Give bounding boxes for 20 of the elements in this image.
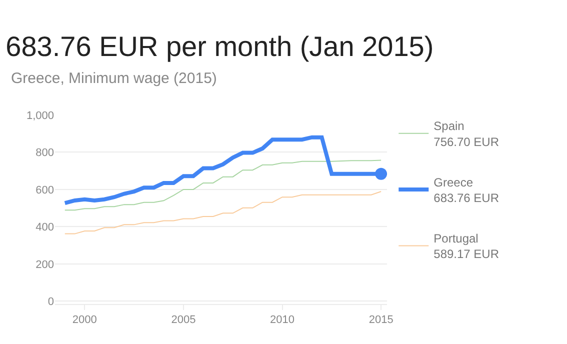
line-series — [64, 160, 382, 211]
y-tick-label: 600 — [36, 184, 54, 196]
y-tick-label: 0 — [48, 296, 54, 308]
text: 683.76 EUR — [434, 191, 500, 205]
text: 589.17 EUR — [434, 247, 500, 262]
y-tick-label: 1,000 — [26, 110, 54, 122]
y-tick-label: 400 — [36, 222, 54, 234]
x-tick-label: 2010 — [270, 314, 294, 326]
chart-subtitle: Greece, Minimum wage (2015) — [11, 70, 217, 87]
chart-title: 683.76 EUR per month (Jan 2015) — [6, 31, 434, 62]
x-tick-label: 2005 — [171, 314, 196, 326]
legend-label: Portugal — [434, 232, 478, 246]
text: 756.70 EUR — [434, 134, 500, 149]
x-tick-label: 2015 — [368, 314, 394, 326]
line-series — [64, 191, 382, 234]
legend-label: Spain — [434, 119, 464, 134]
y-tick-label: 800 — [36, 147, 54, 160]
x-tick-label: 2000 — [72, 314, 97, 326]
legend-label: Greece — [434, 175, 474, 190]
y-tick-label: 200 — [36, 258, 54, 271]
